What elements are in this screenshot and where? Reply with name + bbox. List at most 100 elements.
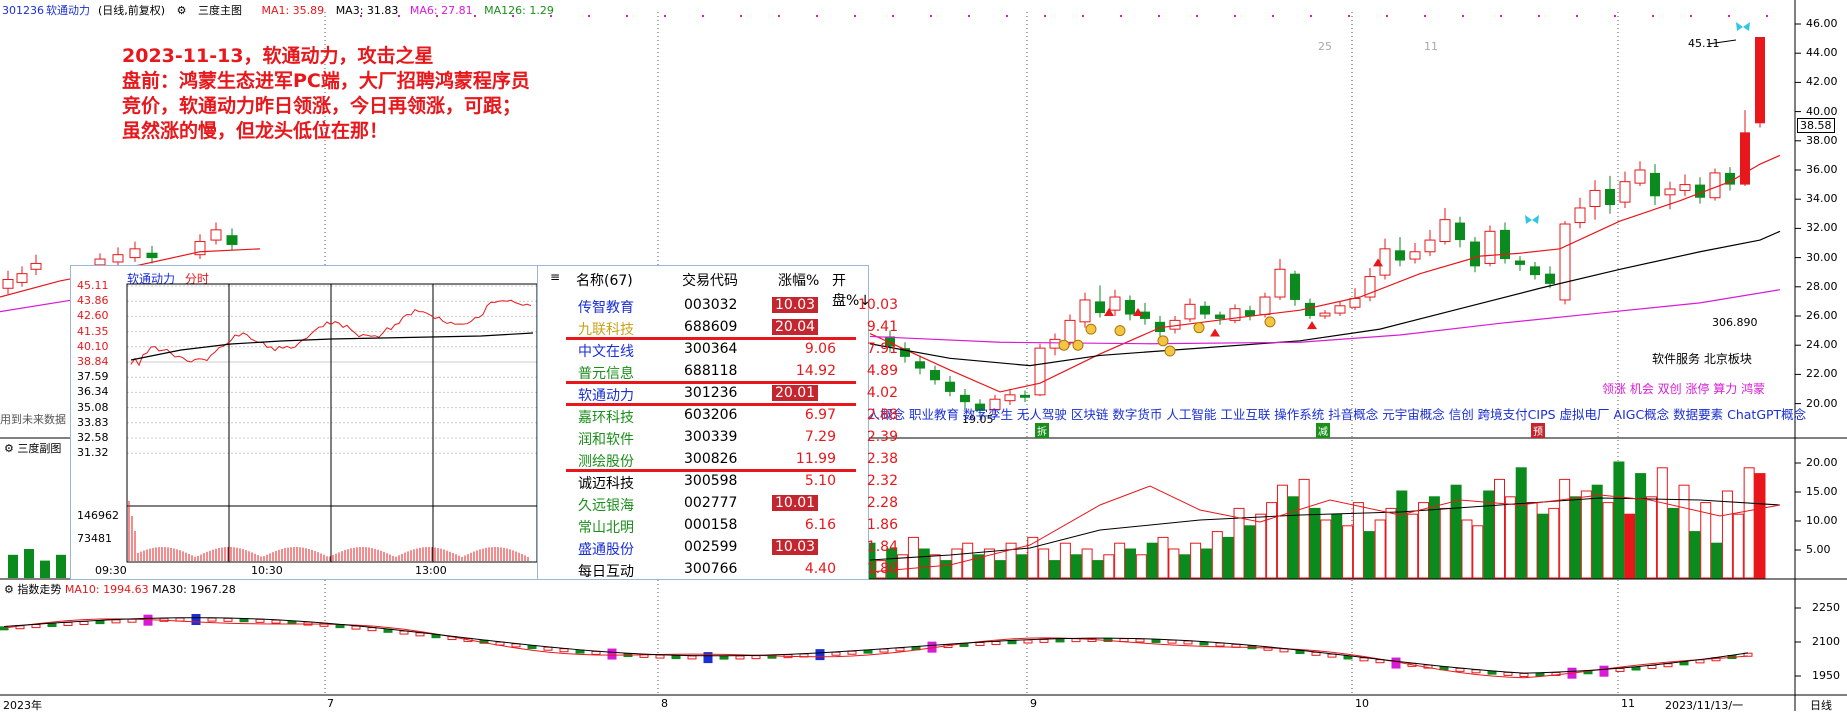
volume-bar [1592, 485, 1602, 578]
index-candle [208, 618, 216, 621]
volume-bar [1646, 497, 1656, 578]
tags-line: 领涨 机会 双创 涨停 算力 鸿蒙 [1602, 380, 1765, 397]
volume-bar [1147, 543, 1157, 578]
intraday-price-label: 38.84 [77, 355, 109, 368]
candle-up [1590, 190, 1600, 206]
volume-bar [1495, 479, 1505, 578]
candle-up [1035, 348, 1045, 395]
index-candle [816, 650, 824, 660]
gear-icon[interactable]: ⚙ [177, 4, 187, 17]
candle-up [1485, 231, 1495, 263]
index-panel-title[interactable]: ⚙ 指数走势 MA10: 1994.63 MA30: 1967.28 [4, 581, 236, 597]
table-row[interactable]: 测绘股份 300826 11.99 2.38 [538, 448, 868, 470]
row-name: 中文在线 [578, 341, 674, 361]
flag-chai[interactable]: 拆 [1035, 423, 1049, 438]
col-change[interactable]: 涨幅% [778, 270, 819, 290]
row-name: 诚迈科技 [578, 473, 674, 493]
ma6-label: MA6: 27.81 [410, 4, 473, 17]
top-marker-dot [1538, 15, 1540, 17]
volume-bar [1581, 491, 1591, 578]
table-row[interactable]: 九联科技 688609 20.04 9.41 [538, 316, 868, 338]
volume-bar [1484, 491, 1494, 578]
candle-up [1575, 208, 1585, 223]
top-marker-dot [1310, 15, 1312, 17]
price-tick-label: 26.00 [1806, 309, 1838, 322]
volume-bar [1158, 537, 1168, 578]
candle-up [1380, 249, 1390, 275]
row-open: 2.38 [838, 451, 898, 467]
volume-bar [1223, 537, 1233, 578]
volume-bar [1180, 555, 1190, 578]
volume-bar [1527, 503, 1537, 578]
table-row[interactable]: 传智教育 003032 10.03 10.03 [538, 294, 868, 316]
table-row[interactable]: 久远银海 002777 10.01 2.28 [538, 492, 868, 514]
board-info: 软件服务 北京板块 [1652, 350, 1752, 367]
candle-down [1530, 266, 1540, 275]
table-row[interactable]: 软通动力 301236 20.01 4.02 [538, 382, 868, 404]
index-candle [560, 649, 568, 652]
intraday-popup[interactable]: 软通动力 分时 45.11 43.86 42.60 41.35 40.10 38.84 37… [70, 265, 538, 580]
index-ma10-line [4, 619, 1748, 678]
price-tick-label: 20.00 [1806, 397, 1838, 410]
table-row[interactable]: 普元信息 688118 14.92 4.89 [538, 360, 868, 382]
menu-icon[interactable]: ≡ [550, 270, 560, 284]
candle-up [1680, 185, 1690, 191]
table-row[interactable]: 盛通股份 002599 10.03 1.84 [538, 536, 868, 558]
index-ma30-line [4, 618, 1748, 673]
top-marker-dot [1158, 15, 1160, 17]
coin-icon [1265, 317, 1275, 327]
volume-bar [1201, 549, 1211, 578]
top-marker-dot [1462, 15, 1464, 17]
candle-up [1710, 173, 1720, 198]
volume-bar [1082, 549, 1092, 578]
flag-yu[interactable]: 预 [1531, 423, 1545, 438]
volume-tick-label: 15.00 [1806, 485, 1838, 498]
date-label: 9 [1030, 697, 1037, 710]
volume-panel-title[interactable]: ⚙ 三度副图 [4, 440, 61, 456]
gear-icon[interactable]: ⚙ [4, 442, 14, 455]
index-candle [1392, 658, 1400, 668]
annotation-line: 竞价，软通动力昨日领涨，今日再领涨，可跟； [122, 94, 530, 119]
table-row[interactable]: 常山北明 000158 6.16 1.86 [538, 514, 868, 536]
col-code[interactable]: 交易代码 [682, 270, 738, 290]
index-candle [1472, 670, 1480, 673]
intraday-time-label: 13:00 [415, 564, 447, 577]
table-row[interactable]: 润和软件 300339 7.29 2.39 [538, 426, 868, 448]
flag-jian[interactable]: 减 [1316, 423, 1330, 438]
stock-name[interactable]: 软通动力 [46, 4, 90, 17]
table-row[interactable]: 嘉环科技 603206 6.97 2.88 [538, 404, 868, 426]
table-row[interactable]: 诚迈科技 300598 5.10 2.32 [538, 470, 868, 492]
sector-tags[interactable]: 器人概念 职业教育 数字孪生 无人驾驶 区块链 数字货币 人工智能 工业互联 操… [855, 404, 1806, 423]
index-candle [1216, 643, 1224, 646]
candle-down [1020, 395, 1030, 398]
volume-bar [984, 549, 994, 578]
top-marker-dot [892, 15, 894, 17]
stock-code[interactable]: 301236 [2, 4, 44, 17]
volume-bar [40, 561, 50, 578]
col-name[interactable]: 名称(67) [576, 270, 633, 290]
candle-down [1545, 274, 1555, 284]
volume-bar [1017, 555, 1027, 578]
volume-bar [1386, 508, 1396, 578]
index-candle [32, 625, 40, 628]
index-candle [752, 656, 760, 659]
row-open: 1.84 [838, 539, 898, 555]
gear-icon[interactable]: ⚙ [4, 583, 14, 596]
row-code: 003032 [684, 297, 744, 313]
candle-up [130, 249, 140, 258]
annotation-line: 虽然涨的慢，但龙头低位在那！ [122, 119, 530, 144]
price-tick-label: 38.00 [1806, 134, 1838, 147]
index-candle [1184, 641, 1192, 644]
row-name: 每日互动 [578, 561, 674, 581]
volume-bar [1636, 474, 1646, 578]
intraday-volume-label: 146962 [77, 509, 119, 522]
table-row[interactable]: 中文在线 300364 9.06 7.91 [538, 338, 868, 360]
volume-bar [1419, 503, 1429, 578]
volume-tick-label: 5.00 [1806, 543, 1831, 556]
table-row[interactable]: 每日互动 300766 4.40 1.80 [538, 558, 868, 580]
stock-table-popup[interactable]: ≡ 名称(67) 交易代码 涨幅% 开盘%↓ 传智教育 003032 10.03 10… [537, 265, 869, 580]
row-open: 4.02 [838, 385, 898, 401]
indicator-menu[interactable]: ⚙ 三度主图 [177, 4, 250, 17]
row-change: 6.97 [766, 407, 836, 423]
row-name: 润和软件 [578, 429, 674, 449]
